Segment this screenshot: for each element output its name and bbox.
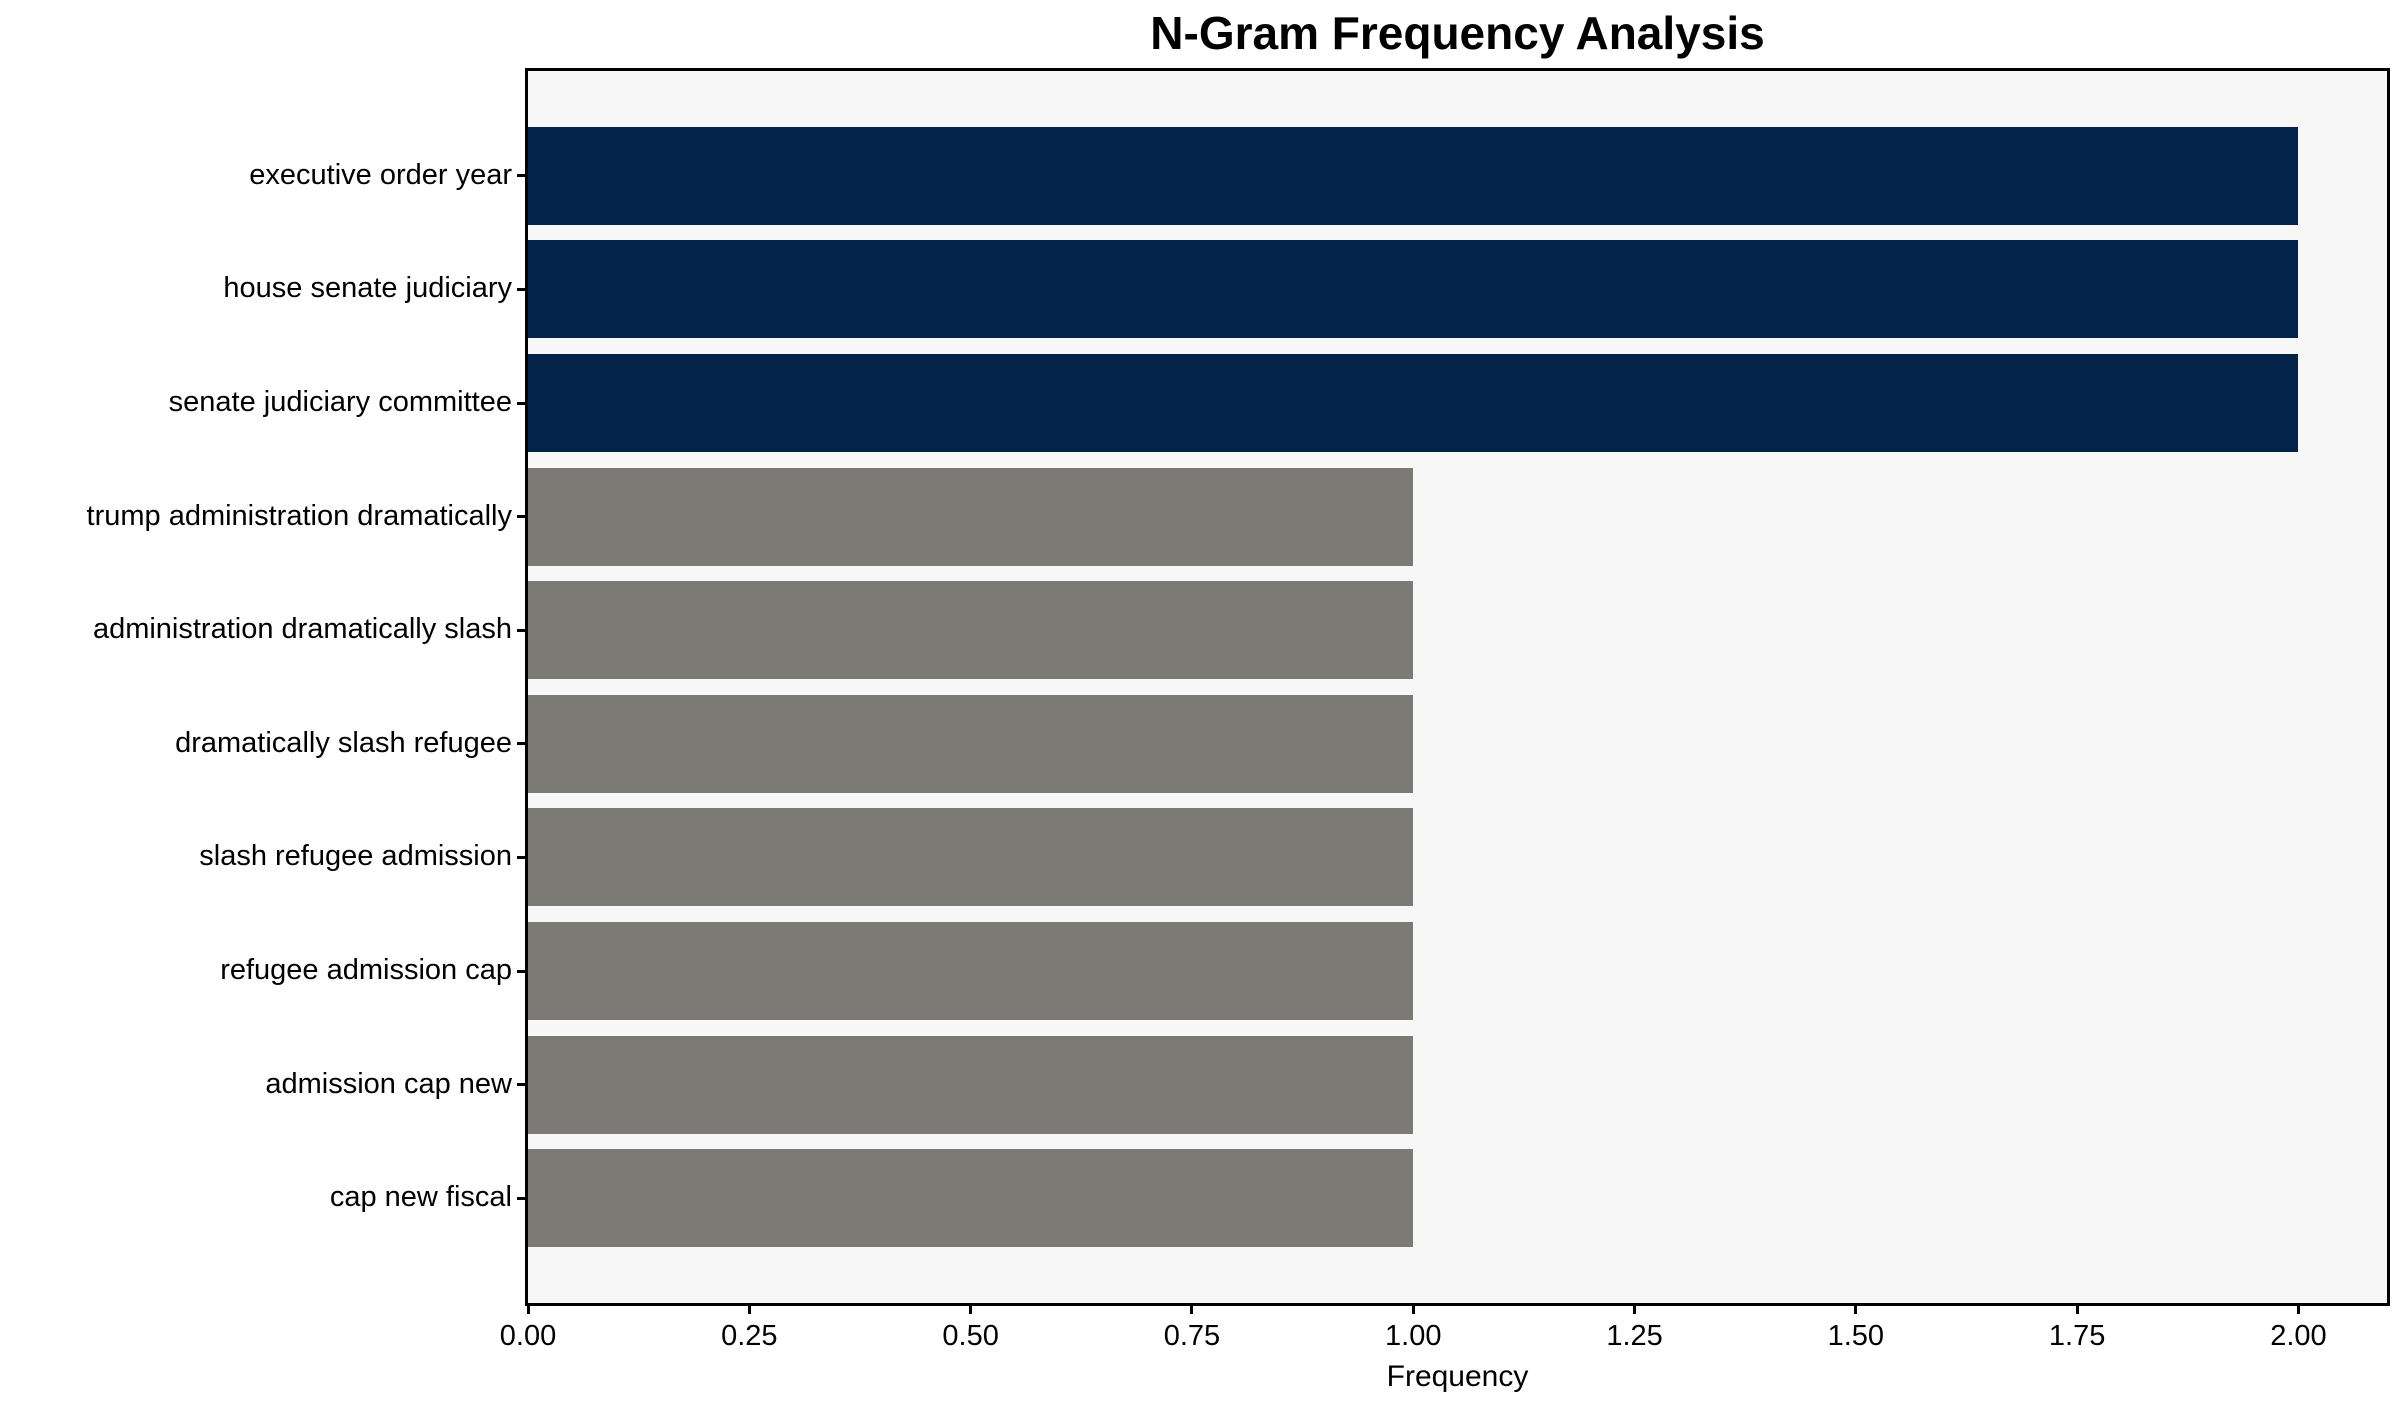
bar-refugee-admission-cap [528,922,1414,1020]
bar-cap-new-fiscal [528,1149,1414,1248]
y-tick-label: trump administration dramatically [86,499,512,532]
y-axis-tick [517,1083,528,1087]
x-tick-label: 1.75 [2048,1320,2106,1352]
x-axis-tick [1411,1303,1415,1314]
y-axis-tick [517,1196,528,1200]
bar-executive-order-year [528,126,2299,225]
bar-dramatically-slash-refugee [528,694,1414,793]
bar-admission-cap-new [528,1035,1414,1134]
bar-senate-judiciary-committee [528,354,2299,452]
bar-slash-refugee-admission [528,808,1414,907]
bar-trump-administration-dramatically [528,467,1414,566]
y-axis-tick [517,401,528,405]
x-tick-label: 1.50 [1827,1320,1885,1352]
bar-house-senate-judiciary [528,240,2299,339]
y-tick-label: dramatically slash refugee [175,726,512,759]
y-axis-tick [517,287,528,291]
x-axis-tick [969,1303,973,1314]
y-tick-label: senate judiciary committee [168,385,512,418]
y-tick-label: cap new fiscal [329,1181,512,1214]
y-axis-tick [517,969,528,973]
y-axis-tick [517,855,528,859]
y-axis-tick [517,515,528,519]
x-tick-label: 0.25 [721,1320,778,1352]
chart-title: N-Gram Frequency Analysis [1150,7,1765,59]
x-tick-label: 0.50 [942,1320,999,1352]
x-axis-tick [2075,1303,2079,1314]
x-axis-tick [1854,1303,1858,1314]
x-axis-tick [2296,1303,2300,1314]
y-axis-tick [517,628,528,632]
y-tick-label: admission cap new [265,1067,512,1100]
x-axis-tick [1190,1303,1194,1314]
y-tick-label: refugee admission cap [220,953,512,986]
bar-administration-dramatically-slash [528,581,1414,680]
x-axis-tick [526,1303,530,1314]
y-tick-label: administration dramatically slash [92,613,512,646]
x-axis-tick [747,1303,751,1314]
y-axis-tick [517,742,528,746]
y-tick-label: slash refugee admission [199,840,512,873]
y-axis-tick [517,174,528,178]
y-tick-label: executive order year [249,158,512,191]
x-tick-label: 2.00 [2270,1320,2327,1352]
plot-area [528,71,2387,1303]
x-tick-label: 1.25 [1606,1320,1663,1352]
x-axis-tick [1633,1303,1637,1314]
x-axis-label: Frequency [1386,1360,1529,1393]
x-tick-label: 0.00 [499,1320,557,1352]
x-tick-label: 1.00 [1385,1320,1442,1352]
x-tick-label: 0.75 [1163,1320,1221,1352]
y-tick-label: house senate judiciary [223,272,512,305]
